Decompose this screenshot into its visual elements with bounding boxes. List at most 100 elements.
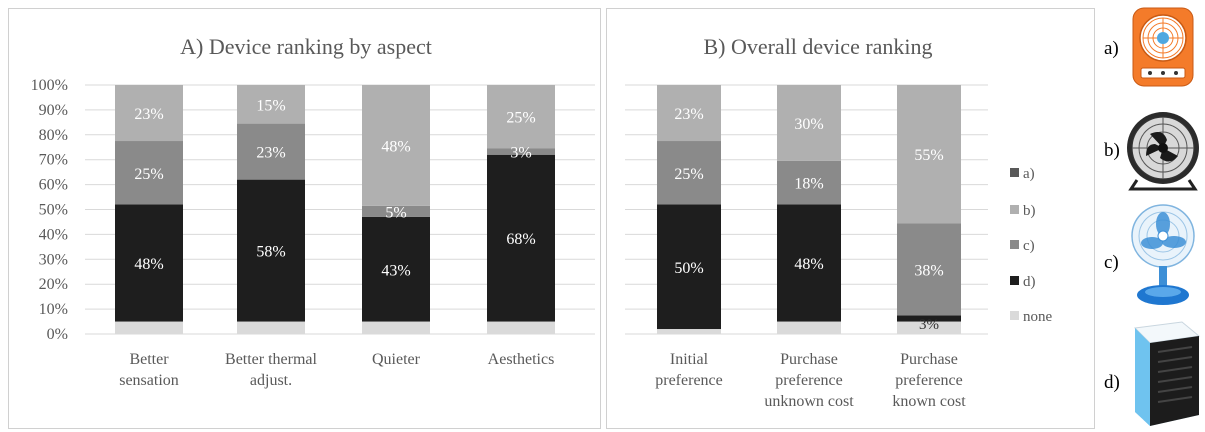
data-label: 50% (674, 260, 703, 277)
device-c-label: c) (1104, 252, 1119, 273)
bar-segment-d (115, 204, 183, 322)
y-tick-label: 10% (39, 301, 68, 318)
data-label: 23% (674, 106, 703, 123)
bar-segment-d (362, 216, 430, 322)
bar-segment-c (115, 141, 183, 205)
chart-b-data-labels: 50% 25% 23% 48% 18% 30% 38% 55% 3% (674, 106, 943, 333)
legend: a) b) c) d) none (1010, 166, 1053, 325)
bar-segment-c (487, 148, 555, 155)
x-category-label: preference (775, 372, 843, 389)
data-label: 48% (381, 138, 410, 155)
x-category-label: Purchase (780, 351, 838, 368)
data-label: 58% (256, 244, 285, 261)
legend-swatch-none (1010, 311, 1019, 320)
chart-a-x-axis: Better sensation Better thermal adjust. Quie… (119, 351, 554, 389)
x-category-label: known cost (892, 393, 966, 410)
bar-segment-d (237, 179, 305, 322)
chart-a-data-labels: 48% 25% 23% 58% 23% 15% 43% 5% 48% 68% 3% 25% (134, 97, 535, 279)
y-tick-label: 80% (39, 127, 68, 144)
x-category-label: preference (655, 372, 723, 389)
bar-segment-b (897, 85, 961, 224)
bar-segment-none (487, 321, 555, 334)
bar-segment-c (777, 160, 841, 205)
device-a: a) (1104, 7, 1194, 87)
y-tick-label: 60% (39, 177, 68, 194)
bar-segment-none (237, 321, 305, 334)
x-category-label: Quieter (372, 351, 421, 368)
device-c: c) (1104, 204, 1195, 305)
bar-segment-none (657, 329, 721, 334)
device-d-label: d) (1104, 372, 1120, 393)
x-category-label: Better (129, 351, 169, 368)
bar-segment-d (777, 204, 841, 322)
orange-usb-fan-icon (1132, 7, 1194, 87)
bar-segment-b (237, 85, 305, 124)
x-category-label: Purchase (900, 351, 958, 368)
y-tick-label: 50% (39, 202, 68, 219)
legend-swatch-c (1010, 240, 1019, 249)
chart-b-bars (657, 85, 961, 334)
device-a-label: a) (1104, 38, 1119, 59)
data-label: 15% (256, 97, 285, 114)
data-label: 48% (134, 256, 163, 273)
bar-segment-none (115, 321, 183, 334)
data-label: 23% (256, 145, 285, 162)
data-label: 30% (794, 116, 823, 133)
y-tick-label: 30% (39, 251, 68, 268)
data-label: 43% (381, 262, 410, 279)
legend-label-a: a) (1023, 166, 1035, 182)
bar-segment-b (115, 85, 183, 142)
data-label: 68% (506, 231, 535, 248)
legend-label-none: none (1023, 309, 1053, 325)
data-label: 38% (914, 262, 943, 279)
y-tick-label: 100% (31, 77, 68, 94)
data-label: 3% (919, 317, 939, 333)
bar-segment-none (897, 321, 961, 334)
chart-b-x-axis: Initial preference Purchase preference unkno… (655, 351, 966, 410)
bar-segment-c (897, 223, 961, 316)
bar-segment-d (897, 315, 961, 322)
y-tick-label: 20% (39, 276, 68, 293)
x-category-label: adjust. (250, 372, 292, 389)
bar-segment-c (362, 205, 430, 217)
bar-segment-d (487, 154, 555, 322)
device-d: d) (1104, 321, 1201, 426)
data-label: 25% (134, 166, 163, 183)
x-category-label: Better thermal (225, 351, 318, 368)
data-label: 3% (510, 145, 531, 162)
legend-label-c: c) (1023, 238, 1035, 254)
legend-swatch-a (1010, 168, 1019, 177)
y-tick-label: 40% (39, 226, 68, 243)
bar-segment-d (657, 204, 721, 330)
data-label: 5% (385, 204, 406, 221)
chart-a-title: A) Device ranking by aspect (180, 34, 432, 59)
bar-segment-none (777, 321, 841, 334)
legend-label-b: b) (1023, 203, 1036, 219)
x-category-label: preference (895, 372, 963, 389)
bar-segment-none (362, 321, 430, 334)
y-tick-label: 90% (39, 102, 68, 119)
mini-air-cooler-icon (1133, 321, 1201, 426)
chart-a-y-axis: 0% 10% 20% 30% 40% 50% 60% 70% 80% 90% 100% (31, 77, 68, 343)
data-label: 48% (794, 256, 823, 273)
device-b: b) (1104, 112, 1199, 191)
bar-segment-b (777, 85, 841, 161)
x-category-label: Initial (670, 351, 709, 368)
bar-segment-c (237, 123, 305, 180)
bar-segment-b (362, 85, 430, 206)
data-label: 55% (914, 147, 943, 164)
data-label: 23% (134, 106, 163, 123)
x-category-label: sensation (119, 372, 179, 389)
bar-segment-b (487, 85, 555, 149)
data-label: 25% (674, 166, 703, 183)
legend-swatch-b (1010, 205, 1019, 214)
chart-a-bars (115, 85, 555, 334)
device-b-label: b) (1104, 140, 1120, 161)
data-label: 25% (506, 110, 535, 127)
x-category-label: unknown cost (764, 393, 854, 410)
chart-b-title: B) Overall device ranking (703, 34, 932, 59)
data-label: 18% (794, 176, 823, 193)
legend-swatch-d (1010, 276, 1019, 285)
legend-label-d: d) (1023, 274, 1036, 290)
